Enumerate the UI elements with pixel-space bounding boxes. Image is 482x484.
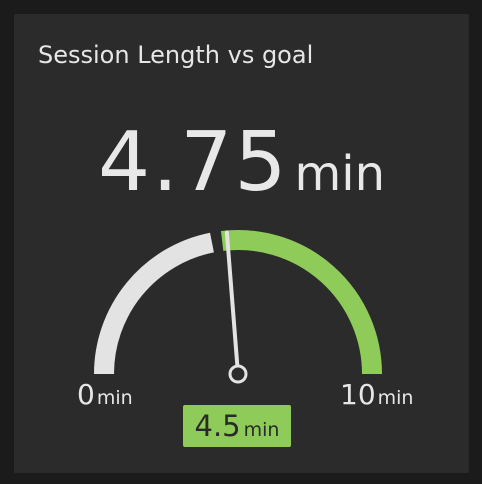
min-value: 0 bbox=[77, 378, 95, 411]
current-value-readout: 4.75 min bbox=[14, 122, 469, 204]
goal-unit: min bbox=[243, 419, 280, 441]
max-unit: min bbox=[377, 387, 414, 409]
gauge-arc-above-goal bbox=[220, 230, 382, 375]
current-value-unit: min bbox=[294, 146, 386, 202]
min-unit: min bbox=[96, 387, 133, 409]
min-label: 0 min bbox=[77, 381, 133, 409]
max-label: 10 min bbox=[340, 381, 413, 409]
gauge-panel: Session Length vs goal 4.75 min 0 min 10 mi… bbox=[14, 14, 469, 473]
goal-badge: 4.5 min bbox=[183, 405, 291, 447]
gauge-chart bbox=[94, 230, 382, 384]
gauge-needle-pivot bbox=[228, 364, 248, 384]
goal-value: 4.5 bbox=[194, 409, 241, 443]
max-value: 10 bbox=[340, 378, 376, 411]
chart-title: Session Length vs goal bbox=[38, 41, 314, 69]
current-value: 4.75 bbox=[97, 115, 289, 210]
gauge-arc-below-goal bbox=[94, 232, 215, 375]
gauge-needle bbox=[224, 230, 240, 369]
